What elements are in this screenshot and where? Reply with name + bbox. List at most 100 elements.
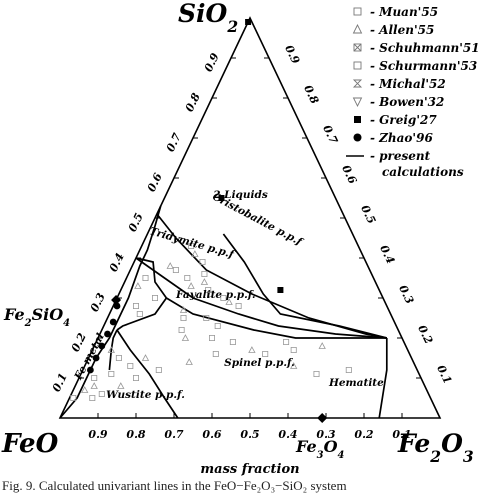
legend-label-continued: calculations <box>382 165 464 179</box>
data-point-square <box>127 362 134 369</box>
tick-label-bottom: 0.8 <box>126 428 145 441</box>
data-point-triangle <box>81 386 89 393</box>
vertex-label-sio2: SiO2 <box>178 0 238 36</box>
data-point-square <box>283 338 290 345</box>
data-point-square <box>229 338 236 345</box>
data-point-triangle <box>185 358 193 365</box>
tick-label-left: 0.7 <box>164 131 184 154</box>
tick-label-bottom: 0.4 <box>278 428 297 441</box>
data-point-triangle <box>107 346 115 353</box>
data-point-zhao96 <box>109 318 117 326</box>
tick-label-bottom: 0.3 <box>316 428 335 441</box>
data-point-square <box>205 286 212 293</box>
data-point-square <box>108 370 115 377</box>
tick-label-bottom: 0.5 <box>240 428 259 441</box>
data-point-square <box>132 302 139 309</box>
legend-marker-triangle-up <box>352 23 363 34</box>
tick-label-left: 0.8 <box>183 91 203 114</box>
line-fayalite-spinel-lower <box>116 297 168 331</box>
legend-label: - Bowen'32 <box>370 95 444 109</box>
data-point-triangle <box>179 306 188 313</box>
data-point-triangle <box>290 362 298 369</box>
data-point-square <box>313 370 320 377</box>
tick-label-right: 0.1 <box>434 363 454 386</box>
line-wustite-fayalite <box>108 329 118 371</box>
data-point-square <box>98 390 105 397</box>
vertex-label-feo: FeO <box>1 429 59 459</box>
data-point-square <box>214 322 221 329</box>
line-hematite-spinel <box>378 338 388 419</box>
legend: - Muan'55 - Allen'55 - Schuhmann'51 - Schur… <box>346 5 480 179</box>
compound-label-magnetite: Fe3O4 <box>295 437 345 461</box>
tick-label-left: 0.5 <box>126 211 146 234</box>
data-point-square <box>132 374 139 381</box>
data-point-square <box>91 374 98 381</box>
data-point-square <box>212 350 219 357</box>
data-point-zhao96 <box>98 342 106 350</box>
data-point-zhao96 <box>87 366 94 374</box>
tick-label-left: 0.4 <box>107 251 127 274</box>
legend-label: - Greig'27 <box>370 113 437 127</box>
figure-caption: Fig. 9. Calculated univariant lines in t… <box>2 478 347 493</box>
data-point-square <box>151 294 158 301</box>
data-point-square <box>208 334 215 341</box>
data-point-square <box>207 290 214 297</box>
tick-label-right: 0.6 <box>339 163 359 186</box>
data-point-square <box>290 346 297 353</box>
data-point-zhao96 <box>92 354 100 362</box>
tick-label-right: 0.5 <box>358 203 378 226</box>
tick-label-right: 0.7 <box>320 123 340 146</box>
data-point-zhao96 <box>113 302 121 310</box>
data-point-square <box>70 394 77 401</box>
data-point-square <box>235 302 242 309</box>
data-point-triangle <box>318 342 326 349</box>
legend-marker-square-x <box>353 43 362 52</box>
line-immiscibility-boundary <box>222 233 388 339</box>
data-point-square <box>199 258 206 265</box>
tick-label-right: 0.8 <box>301 83 321 106</box>
legend-marker-filled-square <box>354 116 361 123</box>
tick-label-left: 0.9 <box>202 51 222 74</box>
tick-label-bottom: 0.6 <box>202 428 221 441</box>
line-iron-saturation <box>59 205 162 419</box>
line-wustite-spinel <box>116 329 179 419</box>
compound-label-fayalite: Fe2SiO4 <box>3 305 70 329</box>
tick-label-right: 0.3 <box>396 283 416 306</box>
data-point-triangle <box>166 262 174 269</box>
data-point-square <box>89 394 96 401</box>
legend-marker-square-x-cross <box>353 43 362 52</box>
line-tridymite-fayalite <box>135 257 168 299</box>
legend-label: - Schurmann'53 <box>370 59 477 73</box>
data-point-triangle <box>225 298 233 305</box>
tick-label-left: 0.3 <box>88 291 108 314</box>
tick-label-right: 0.9 <box>282 43 302 66</box>
data-point-triangle <box>141 354 150 361</box>
legend-marker-open-square <box>353 7 362 16</box>
data-point-square <box>142 274 149 281</box>
legend-marker-triangle-down <box>352 97 363 108</box>
tick-label-left: 0.1 <box>50 371 70 394</box>
ternary-plot: 0.9 0.8 0.7 0.6 0.5 0.4 0.3 0.2 0.1 0.1 0.2 0.3 0.4 0… <box>1 0 480 477</box>
data-point-square <box>201 270 208 277</box>
legend-marker-open-square <box>353 61 362 70</box>
legend-marker-hourglass <box>352 79 363 88</box>
legend-label: - Muan'55 <box>370 5 438 19</box>
data-point-square <box>172 266 179 273</box>
data-point-square <box>178 326 185 333</box>
data-point-greig27 <box>245 19 252 25</box>
line-tridymite-boundary <box>135 257 387 339</box>
data-point-triangle <box>191 250 199 257</box>
tick-label-bottom: 0.9 <box>88 428 107 441</box>
data-point-triangle <box>90 382 98 389</box>
data-point-triangle <box>200 278 209 285</box>
marker-fayalite <box>111 295 122 305</box>
legend-label: - Michal'52 <box>370 77 446 91</box>
data-point-zhao96 <box>104 330 111 338</box>
data-point-square <box>262 350 269 357</box>
data-point-square <box>220 294 227 301</box>
data-point-triangle <box>187 282 195 289</box>
tick-label-bottom: 0.1 <box>392 428 411 441</box>
line-cristobalite-boundary <box>156 213 387 339</box>
field-label: 2 Liquids <box>212 189 268 201</box>
